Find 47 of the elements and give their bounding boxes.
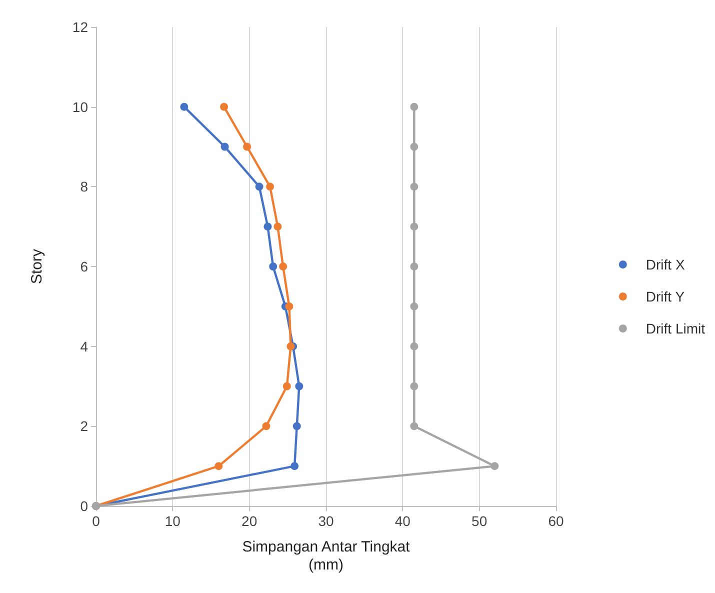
y-tick-label: 6 bbox=[80, 258, 88, 274]
point bbox=[295, 382, 304, 390]
point bbox=[266, 182, 274, 191]
point bbox=[180, 102, 188, 111]
legend-label: Drift Y bbox=[646, 288, 686, 304]
point bbox=[292, 422, 301, 430]
point bbox=[290, 462, 299, 470]
point bbox=[274, 222, 282, 231]
x-tick-label: 20 bbox=[242, 513, 258, 529]
x-axis-title: Simpangan Antar Tingkat (mm) bbox=[242, 538, 411, 574]
y-axis-title: Story bbox=[28, 248, 46, 284]
point bbox=[410, 342, 418, 350]
point bbox=[410, 422, 418, 430]
point bbox=[269, 262, 278, 270]
y-tick-label: 2 bbox=[80, 418, 88, 434]
point bbox=[255, 182, 264, 191]
x-tick-label: 50 bbox=[472, 513, 488, 529]
point bbox=[285, 302, 294, 310]
point bbox=[410, 102, 418, 111]
point bbox=[214, 462, 223, 470]
point bbox=[410, 222, 418, 231]
point bbox=[410, 262, 418, 270]
y-tick-label: 0 bbox=[80, 498, 88, 514]
y-tick-label: 4 bbox=[80, 338, 88, 354]
point bbox=[279, 262, 288, 270]
point bbox=[262, 422, 270, 430]
x-tick-label: 30 bbox=[318, 513, 334, 529]
x-tick-label: 10 bbox=[164, 513, 181, 529]
point bbox=[286, 342, 295, 350]
point bbox=[410, 182, 418, 191]
point bbox=[243, 142, 252, 151]
y-tick-label: 12 bbox=[72, 19, 88, 35]
point bbox=[220, 102, 228, 111]
point bbox=[410, 382, 418, 390]
legend-label: Drift X bbox=[646, 256, 686, 272]
point bbox=[264, 222, 272, 231]
point bbox=[410, 142, 418, 151]
point bbox=[220, 142, 229, 151]
y-tick-label: 10 bbox=[72, 98, 88, 115]
x-tick-label: 0 bbox=[92, 513, 100, 529]
y-tick-label: 8 bbox=[80, 178, 88, 195]
point bbox=[282, 382, 291, 390]
x-tick-label: 40 bbox=[394, 513, 411, 529]
point bbox=[490, 462, 499, 470]
x-tick-label: 60 bbox=[548, 513, 564, 529]
legend-label: Drift Limit bbox=[646, 320, 706, 336]
point bbox=[410, 302, 418, 310]
